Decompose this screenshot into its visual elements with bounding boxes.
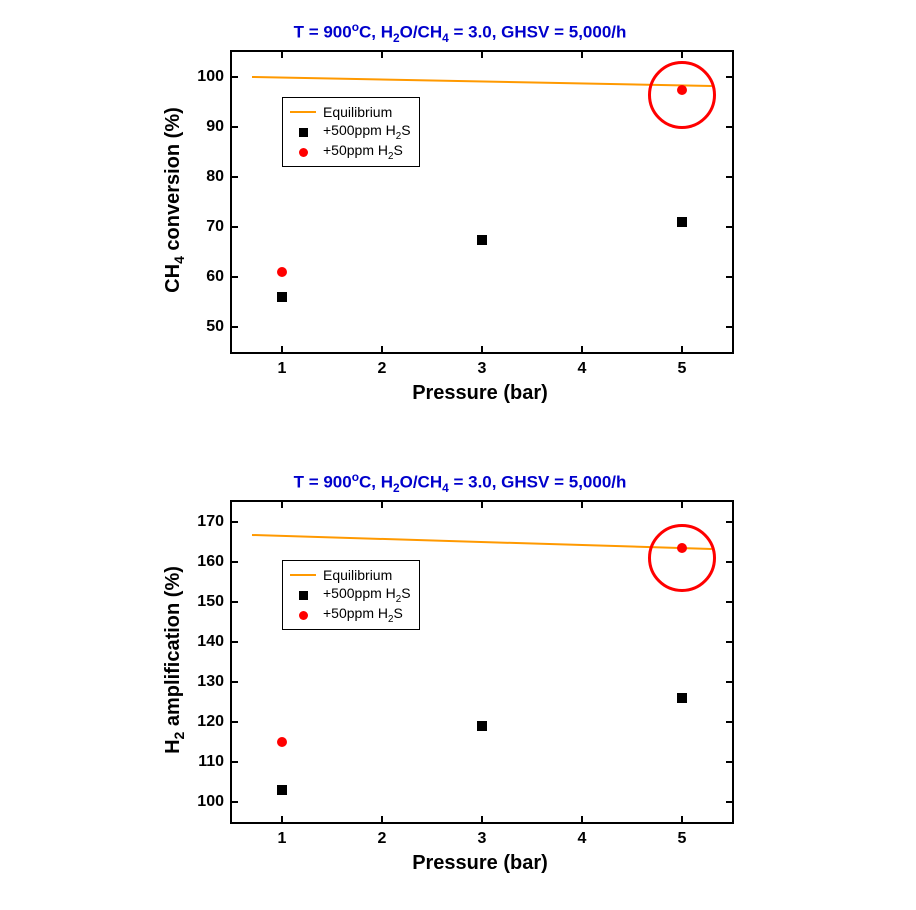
x-tick-label: 3 (478, 830, 487, 848)
legend-entry: Equilibrium (289, 565, 411, 585)
legend-label: +500ppm H2S (323, 122, 411, 142)
series-500ppm-point (677, 217, 687, 227)
legend-entry: +50ppm H2S (289, 605, 411, 625)
chart-top-plot-area: 506070809010012345Equilibrium+500ppm H2S… (230, 50, 734, 354)
series-50ppm-point (677, 543, 687, 553)
series-500ppm-point (677, 693, 687, 703)
legend-entry: Equilibrium (289, 102, 411, 122)
y-tick-label: 140 (197, 633, 224, 651)
y-tick-label: 150 (197, 593, 224, 611)
chart-bottom-panel: T = 900oC, H2O/CH4 = 3.0, GHSV = 5,000/h… (130, 470, 790, 890)
chart-bottom-y-label: H2 amplification (%) (162, 500, 187, 820)
series-500ppm-point (477, 235, 487, 245)
x-tick-label: 1 (278, 360, 287, 378)
legend-entry: +50ppm H2S (289, 142, 411, 162)
x-tick-label: 2 (378, 360, 387, 378)
equilibrium-line (252, 534, 712, 550)
series-50ppm-point (277, 267, 287, 277)
highlight-circle (648, 524, 716, 592)
y-tick-label: 100 (197, 793, 224, 811)
series-50ppm-point (277, 737, 287, 747)
y-tick-label: 160 (197, 553, 224, 571)
circle-icon (289, 148, 317, 157)
x-tick-label: 4 (578, 360, 587, 378)
y-tick-label: 60 (206, 268, 224, 286)
chart-bottom-x-label: Pressure (bar) (230, 852, 730, 875)
y-tick-label: 170 (197, 513, 224, 531)
chart-top-title: T = 900oC, H2O/CH4 = 3.0, GHSV = 5,000/h (130, 20, 790, 45)
line-icon (289, 111, 317, 113)
chart-bottom-title: T = 900oC, H2O/CH4 = 3.0, GHSV = 5,000/h (130, 470, 790, 495)
x-tick-label: 1 (278, 830, 287, 848)
x-tick-label: 4 (578, 830, 587, 848)
square-icon (289, 591, 317, 600)
legend-entry: +500ppm H2S (289, 585, 411, 605)
y-tick-label: 90 (206, 118, 224, 136)
legend-entry: +500ppm H2S (289, 122, 411, 142)
y-tick-label: 80 (206, 168, 224, 186)
legend-label: Equilibrium (323, 104, 392, 120)
legend: Equilibrium +500ppm H2S+50ppm H2S (282, 560, 420, 630)
legend: Equilibrium +500ppm H2S+50ppm H2S (282, 97, 420, 167)
legend-label: +50ppm H2S (323, 605, 403, 625)
page: T = 900oC, H2O/CH4 = 3.0, GHSV = 5,000/h… (0, 0, 916, 910)
chart-bottom-plot-area: 10011012013014015016017012345Equilibrium… (230, 500, 734, 824)
y-tick-label: 50 (206, 318, 224, 336)
y-tick-label: 100 (197, 68, 224, 86)
series-500ppm-point (277, 785, 287, 795)
series-500ppm-point (277, 292, 287, 302)
x-tick-label: 5 (678, 830, 687, 848)
square-icon (289, 128, 317, 137)
chart-top-x-label: Pressure (bar) (230, 382, 730, 405)
chart-top-y-label: CH4 conversion (%) (162, 50, 187, 350)
legend-label: +50ppm H2S (323, 142, 403, 162)
line-icon (289, 574, 317, 576)
equilibrium-line (252, 76, 712, 87)
x-tick-label: 5 (678, 360, 687, 378)
legend-label: +500ppm H2S (323, 585, 411, 605)
series-500ppm-point (477, 721, 487, 731)
circle-icon (289, 611, 317, 620)
y-tick-label: 120 (197, 713, 224, 731)
y-tick-label: 110 (198, 753, 224, 771)
series-50ppm-point (677, 85, 687, 95)
x-tick-label: 2 (378, 830, 387, 848)
x-tick-label: 3 (478, 360, 487, 378)
y-tick-label: 70 (206, 218, 224, 236)
y-tick-label: 130 (197, 673, 224, 691)
legend-label: Equilibrium (323, 567, 392, 583)
highlight-circle (648, 61, 716, 129)
chart-top-panel: T = 900oC, H2O/CH4 = 3.0, GHSV = 5,000/h… (130, 20, 790, 420)
